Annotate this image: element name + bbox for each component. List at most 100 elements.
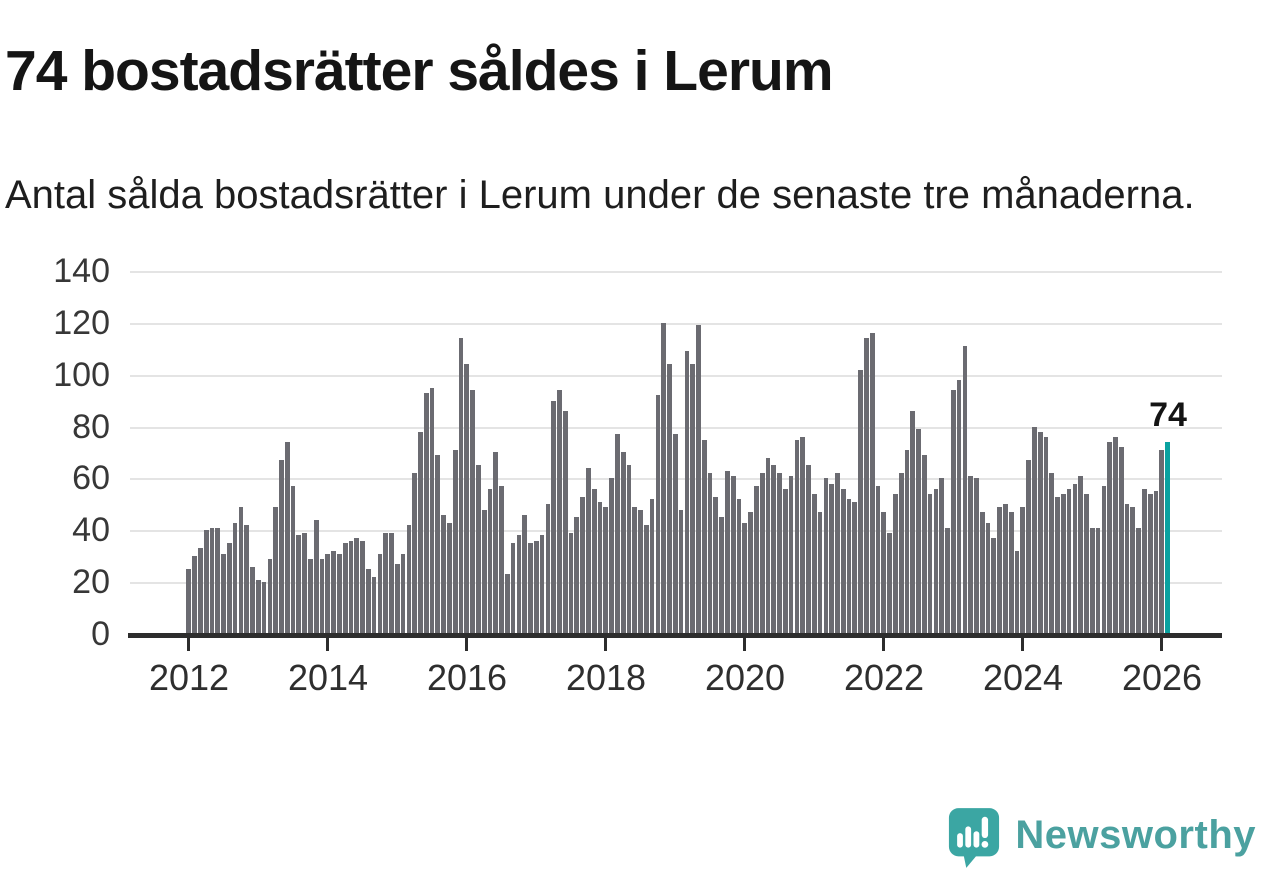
bar — [864, 338, 869, 634]
x-axis-label-2026: 2026 — [1121, 657, 1203, 698]
bar — [939, 478, 945, 634]
gridline-y-140 — [130, 271, 1222, 273]
bar — [371, 577, 377, 634]
x-axis-label-2022: 2022 — [843, 657, 925, 698]
bar — [284, 442, 290, 634]
bar — [418, 432, 423, 634]
bar — [198, 548, 203, 634]
bar — [1078, 476, 1084, 634]
x-axis-label-2018: 2018 — [565, 657, 647, 698]
x-axis-label-2016: 2016 — [426, 657, 508, 698]
bar — [551, 401, 557, 634]
bar — [869, 333, 875, 634]
gridline-y-120 — [130, 323, 1222, 325]
bar — [429, 388, 435, 634]
bar — [620, 452, 626, 634]
bar — [1095, 528, 1101, 634]
bar — [690, 364, 696, 634]
bar — [794, 440, 800, 634]
bar — [1124, 504, 1130, 634]
bar — [840, 489, 846, 634]
x-axis-tick-2026 — [1160, 638, 1163, 651]
bar — [887, 533, 892, 634]
bar — [609, 478, 614, 634]
gridline-y-100 — [130, 375, 1222, 377]
x-axis-label-2012: 2012 — [148, 657, 230, 698]
x-axis-tick-2018 — [604, 638, 607, 651]
x-axis-tick-2012 — [187, 638, 190, 651]
bar — [255, 580, 261, 634]
bar — [215, 528, 221, 634]
bar — [1043, 437, 1049, 634]
bar — [904, 450, 910, 634]
chart-subtitle: Antal sålda bostadsrätter i Lerum under … — [5, 173, 1195, 217]
bar — [811, 494, 817, 634]
gridline-y-80 — [130, 427, 1222, 429]
bar — [858, 370, 863, 634]
bar — [279, 460, 284, 634]
x-axis-tick-2016 — [465, 638, 468, 651]
x-axis-line — [128, 633, 1222, 638]
bar — [597, 502, 603, 634]
bar — [504, 574, 510, 634]
bar — [1101, 486, 1107, 634]
bar — [487, 489, 493, 634]
bar — [603, 507, 609, 634]
bar — [893, 494, 898, 634]
bar — [933, 489, 939, 634]
y-axis-label-120: 120 — [53, 304, 110, 342]
bar — [302, 533, 307, 634]
newsworthy-speech-bubble-bar-chart-icon — [947, 806, 1001, 875]
bar — [730, 476, 736, 634]
bar — [655, 395, 661, 634]
bar — [835, 473, 840, 634]
bar — [238, 507, 244, 634]
bar — [562, 411, 568, 634]
bar — [1026, 460, 1031, 634]
x-axis-label-2020: 2020 — [704, 657, 786, 698]
bar — [632, 507, 638, 634]
bar — [342, 543, 348, 634]
bar — [464, 364, 470, 634]
bar — [493, 452, 499, 634]
bar — [974, 478, 979, 634]
bar — [568, 533, 574, 634]
x-axis-label-2024: 2024 — [982, 657, 1064, 698]
bar — [203, 530, 209, 634]
bar — [1130, 507, 1136, 634]
bar — [748, 512, 753, 634]
bar — [678, 510, 684, 634]
page-title: 74 bostadsrätter såldes i Lerum — [5, 39, 834, 104]
bar — [261, 582, 267, 634]
bar — [533, 541, 539, 634]
bar — [1084, 494, 1089, 634]
bar — [736, 499, 742, 634]
bar — [1037, 432, 1043, 634]
x-axis-tick-2020 — [743, 638, 746, 651]
bar — [244, 525, 250, 634]
bar — [586, 468, 591, 634]
bar — [962, 346, 968, 634]
bar — [684, 351, 690, 634]
bar — [360, 541, 365, 634]
bar — [1118, 447, 1124, 634]
bar — [447, 523, 452, 634]
bar — [1055, 497, 1060, 634]
bar — [643, 525, 649, 634]
y-axis-label-100: 100 — [53, 356, 110, 394]
y-axis-label-40: 40 — [72, 511, 110, 549]
bar — [452, 450, 458, 634]
bar — [956, 380, 962, 634]
bar — [1089, 528, 1095, 634]
bar — [754, 486, 759, 634]
bar — [406, 525, 412, 634]
bar — [1032, 427, 1037, 634]
bar — [1113, 437, 1118, 634]
bar — [545, 504, 551, 634]
newsworthy-logo: Newsworthy — [947, 807, 1256, 873]
x-axis-tick-2022 — [882, 638, 885, 651]
bar — [267, 559, 273, 634]
bar — [991, 538, 997, 634]
bar — [921, 455, 927, 634]
bar — [1008, 512, 1014, 634]
